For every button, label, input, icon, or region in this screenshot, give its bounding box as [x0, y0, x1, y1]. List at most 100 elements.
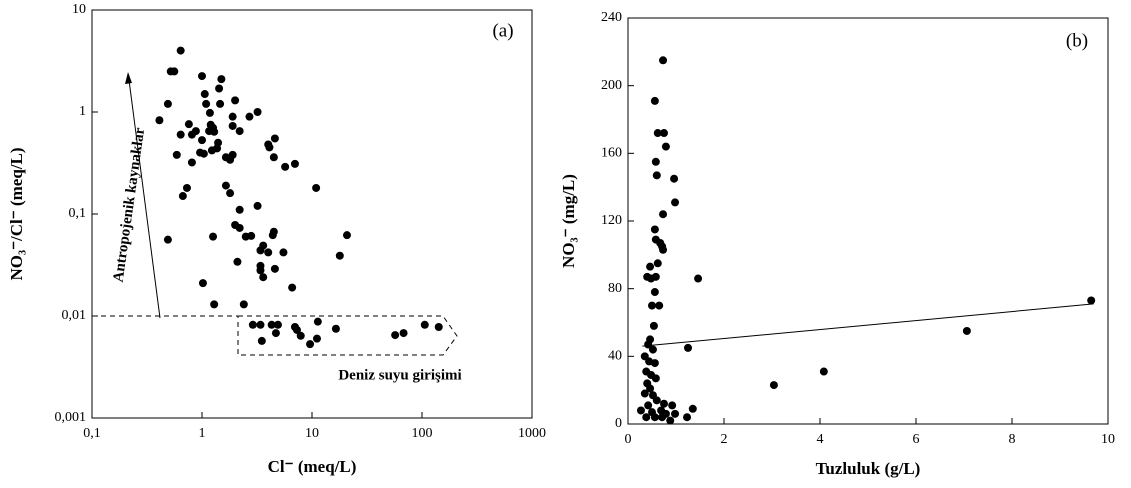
y-tick-label: 200: [601, 78, 622, 93]
data-point: [342, 231, 351, 240]
data-point: [271, 329, 280, 338]
data-point: [650, 288, 659, 297]
data-point: [265, 143, 274, 152]
data-point: [270, 264, 279, 273]
data-point: [281, 162, 290, 171]
data-point: [256, 320, 265, 329]
data-point: [666, 416, 675, 425]
data-point: [184, 120, 193, 129]
data-point: [652, 396, 661, 405]
data-point: [659, 56, 668, 65]
annotation: Deniz suyu girişimi: [338, 367, 461, 383]
data-point: [170, 67, 179, 76]
x-axis-label: Cl⁻ (meq/L): [268, 457, 357, 476]
data-point: [279, 248, 288, 257]
x-tick-label: 10: [1101, 432, 1115, 447]
data-point: [187, 130, 196, 139]
data-point: [434, 323, 443, 332]
x-tick-label: 4: [817, 432, 824, 447]
data-point: [221, 153, 230, 162]
data-point: [642, 413, 651, 422]
data-point: [683, 413, 692, 422]
data-point: [198, 136, 206, 145]
plot-frame: [91, 9, 533, 419]
data-point: [235, 127, 244, 136]
data-point: [202, 99, 211, 108]
data-point: [650, 359, 659, 368]
data-point: [684, 343, 692, 352]
x-tick-label: 0: [625, 432, 632, 447]
data-point: [199, 149, 208, 158]
data-point: [264, 248, 273, 257]
y-axis-label: NO₃⁻/Cl⁻ (meq/L): [7, 147, 26, 280]
data-point: [239, 300, 248, 309]
data-point: [292, 325, 301, 334]
data-point: [650, 413, 659, 422]
data-point: [257, 336, 266, 345]
data-point: [420, 320, 429, 329]
data-point: [648, 301, 656, 310]
data-point: [235, 223, 244, 232]
data-point: [172, 150, 181, 159]
x-tick-label: 0,1: [83, 426, 101, 441]
x-tick-label: 8: [1009, 432, 1016, 447]
data-point: [312, 183, 321, 192]
data-point: [216, 99, 225, 108]
y-axis-label: NO₃⁻ (mg/L): [559, 174, 578, 268]
data-point: [658, 413, 667, 422]
y-tick-label: 1: [79, 104, 86, 119]
data-point: [268, 231, 277, 240]
data-point: [248, 320, 257, 329]
data-point: [210, 127, 219, 136]
data-point: [228, 121, 237, 130]
data-point: [661, 142, 670, 151]
data-point: [233, 257, 242, 266]
data-point: [650, 225, 659, 234]
data-point: [209, 232, 218, 241]
data-point: [650, 96, 659, 105]
data-point: [256, 266, 265, 275]
y-tick-label: 10: [72, 2, 86, 17]
arrow-head: [125, 72, 132, 84]
data-point: [176, 46, 185, 55]
data-point: [670, 174, 679, 183]
data-point: [306, 340, 315, 349]
y-tick-label: 160: [601, 146, 622, 161]
data-point: [210, 300, 219, 309]
data-point: [962, 326, 971, 335]
data-point: [659, 245, 668, 254]
data-point: [335, 251, 344, 260]
data-point: [649, 321, 658, 330]
data-point: [644, 340, 653, 349]
data-point: [221, 181, 230, 190]
data-point: [399, 329, 408, 338]
data-point: [270, 134, 279, 143]
data-point: [231, 96, 240, 105]
data-point: [245, 112, 254, 121]
data-point: [640, 389, 649, 398]
data-point: [653, 259, 662, 268]
data-point: [215, 84, 224, 93]
y-tick-label: 40: [608, 349, 622, 364]
data-point: [205, 108, 214, 117]
y-tick-label: 0: [615, 416, 622, 431]
data-point: [226, 189, 235, 198]
data-point: [247, 231, 256, 240]
data-point: [660, 399, 668, 408]
data-point: [155, 116, 164, 125]
data-point: [253, 108, 262, 116]
data-point: [182, 183, 191, 192]
anthropogenic-arrow: [128, 79, 161, 319]
x-tick-label: 1: [199, 426, 206, 441]
x-tick-label: 6: [913, 432, 920, 447]
data-point: [253, 201, 262, 210]
data-point: [267, 320, 276, 329]
y-tick-label: 80: [608, 281, 622, 296]
data-point: [235, 205, 244, 214]
data-point: [648, 345, 657, 354]
data-point: [163, 99, 172, 108]
x-tick-label: 10: [305, 426, 319, 441]
data-point: [651, 374, 660, 383]
data-point: [659, 210, 668, 219]
